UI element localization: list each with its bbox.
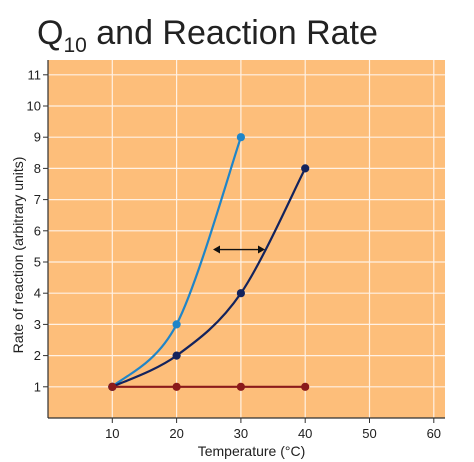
y-tick-label: 11 [28, 67, 42, 82]
x-tick-label: 50 [362, 426, 376, 441]
plot-background [48, 60, 445, 418]
title-main: Q [37, 14, 63, 52]
data-point [301, 382, 310, 391]
arrow-head-left [213, 245, 220, 254]
title-rest: and Reaction Rate [87, 14, 378, 52]
y-tick-label: 5 [34, 255, 41, 270]
x-tick-label: 30 [234, 426, 248, 441]
data-point [236, 382, 245, 391]
series-line [111, 167, 307, 388]
y-tick-label: 7 [34, 192, 41, 207]
arrow-head-right [258, 245, 265, 254]
data-point [172, 351, 181, 360]
title-subscript: 10 [63, 34, 86, 57]
annotation-layer [213, 245, 265, 254]
y-tick-label: 6 [34, 223, 41, 238]
y-tick-label: 3 [34, 317, 41, 332]
data-point [172, 382, 181, 391]
x-tick-label: 20 [169, 426, 183, 441]
y-tick-label: 10 [27, 99, 41, 114]
x-tick-label: 60 [427, 426, 441, 441]
y-axis-label: Rate of reaction (arbitrary units) [10, 157, 26, 354]
data-point [236, 289, 245, 298]
double-arrow-annotation [213, 245, 265, 254]
chart-title: Q10 and Reaction Rate [37, 14, 378, 57]
title-text: Q10 and Reaction Rate [37, 14, 378, 57]
y-tick-label: 1 [34, 379, 41, 394]
axes [47, 60, 445, 419]
tick-labels: 10 20 30 40 50 60 1 2 3 4 5 6 7 8 9 10 11 [27, 67, 442, 441]
data-point [108, 382, 117, 391]
y-tick-label: 8 [34, 161, 41, 176]
grid [48, 60, 445, 418]
axis-labels: Temperature (°C) Rate of reaction (arbitr… [10, 157, 305, 459]
series-line [111, 136, 242, 388]
y-tick-label: 2 [34, 348, 41, 363]
y-tick-label: 4 [34, 286, 41, 301]
data-point [172, 320, 181, 329]
data-point [301, 164, 310, 173]
x-tick-label: 40 [298, 426, 312, 441]
series-q10-1 [108, 382, 310, 391]
y-tick-label: 9 [34, 130, 41, 145]
data-point [236, 133, 245, 142]
x-axis-label: Temperature (°C) [198, 443, 306, 459]
x-tick-label: 10 [105, 426, 119, 441]
series-layer [108, 133, 310, 391]
